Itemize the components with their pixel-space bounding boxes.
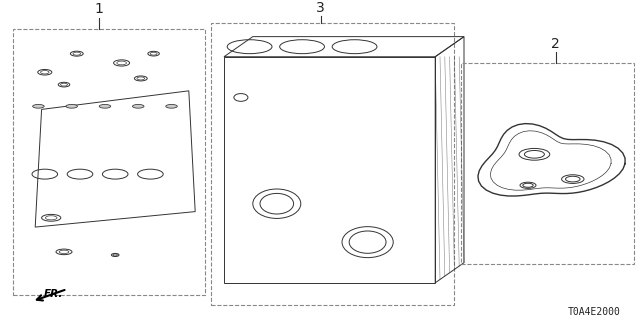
Bar [211,23,454,305]
Bar [461,63,634,264]
Ellipse shape [66,104,77,108]
Ellipse shape [99,104,111,108]
Text: FR.: FR. [44,289,63,299]
Text: 1: 1 [95,3,104,17]
Text: 2: 2 [552,36,560,51]
Text: T0A4E2000: T0A4E2000 [568,307,621,317]
Ellipse shape [132,104,144,108]
Ellipse shape [33,104,44,108]
Text: 3: 3 [316,1,325,15]
Bar [13,29,205,295]
Ellipse shape [166,104,177,108]
